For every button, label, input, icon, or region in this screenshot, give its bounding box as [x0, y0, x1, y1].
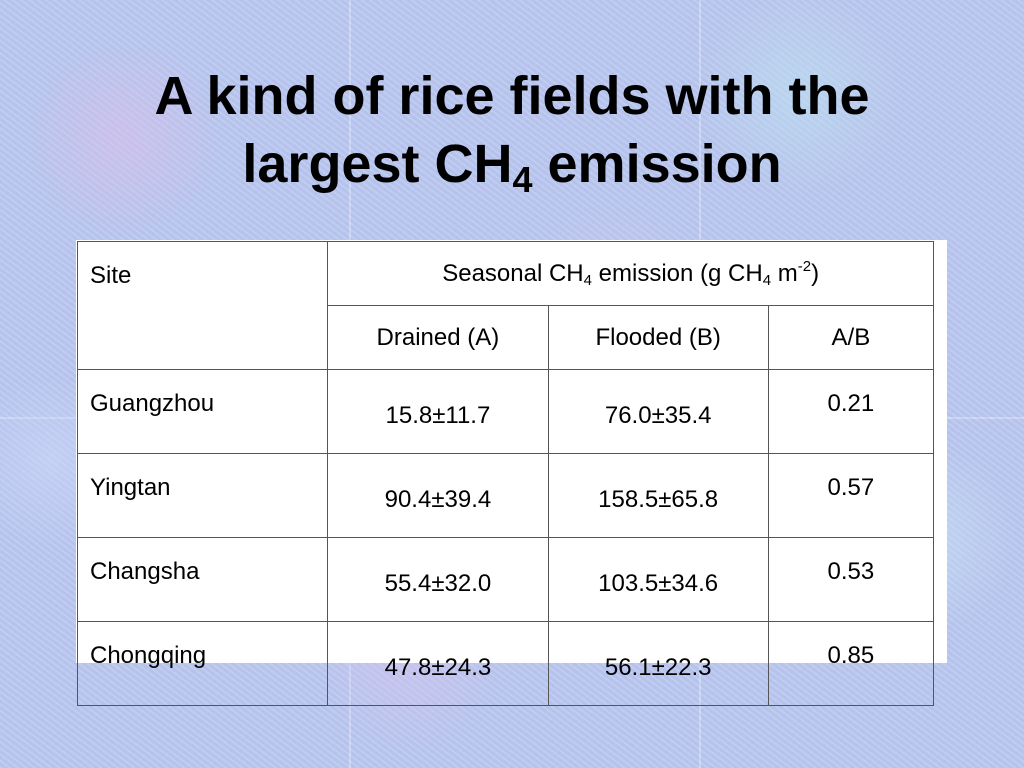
emission-table: Site Seasonal CH4 emission (g CH4 m-2) D… [76, 241, 935, 706]
ratio-cell: 0.21 [767, 369, 935, 454]
table-row: Yingtan 90.4±39.4 158.5±65.8 0.57 [76, 453, 935, 538]
header-site: Site [76, 241, 329, 370]
header-emission-sub2: 4 [762, 271, 772, 289]
ratio-cell: 0.53 [767, 537, 935, 622]
ratio-cell: 0.85 [767, 621, 935, 706]
header-drained: Drained (A) [327, 305, 549, 370]
title-line-2-suffix: emission [532, 134, 782, 194]
title-line-2-prefix: largest CH [242, 134, 513, 194]
header-emission-prefix: Seasonal CH [442, 259, 584, 287]
site-cell: Yingtan [76, 453, 329, 538]
table-panel: Site Seasonal CH4 emission (g CH4 m-2) D… [76, 240, 947, 706]
ratio-cell: 0.57 [767, 453, 935, 538]
drained-cell: 15.8±11.7 [327, 369, 549, 454]
header-ratio: A/B [767, 305, 935, 370]
table-row: Guangzhou 15.8±11.7 76.0±35.4 0.21 [76, 369, 935, 454]
site-cell: Changsha [76, 537, 329, 622]
header-emission-mid: emission (g CH [591, 259, 763, 287]
flooded-cell: 76.0±35.4 [547, 369, 769, 454]
flooded-cell: 158.5±65.8 [547, 453, 769, 538]
header-flooded: Flooded (B) [547, 305, 769, 370]
header-seasonal-emission: Seasonal CH4 emission (g CH4 m-2) [327, 241, 934, 306]
drained-cell: 90.4±39.4 [327, 453, 549, 538]
title-line-2: largest CH4 emission [0, 130, 1024, 198]
table-header-row: Site Seasonal CH4 emission (g CH4 m-2) [76, 241, 934, 370]
table-subheader-row: Drained (A) Flooded (B) A/B [78, 305, 935, 370]
drained-cell: 47.8±24.3 [327, 621, 549, 706]
drained-cell: 55.4±32.0 [327, 537, 549, 622]
header-emission-suffix: ) [811, 259, 820, 287]
table-row: Chongqing 47.8±24.3 56.1±22.3 0.85 [76, 621, 935, 706]
flooded-cell: 56.1±22.3 [547, 621, 769, 706]
slide-title: A kind of rice fields with the largest C… [0, 62, 1024, 198]
table-row: Changsha 55.4±32.0 103.5±34.6 0.53 [76, 537, 935, 622]
header-emission-mid2: m [771, 259, 798, 287]
header-emission-sup: -2 [797, 257, 812, 275]
title-subscript: 4 [512, 159, 533, 200]
site-cell: Chongqing [76, 621, 329, 706]
header-emission-sub1: 4 [583, 271, 592, 289]
site-cell: Guangzhou [76, 369, 329, 454]
title-line-1: A kind of rice fields with the [154, 66, 870, 126]
flooded-cell: 103.5±34.6 [547, 537, 769, 622]
